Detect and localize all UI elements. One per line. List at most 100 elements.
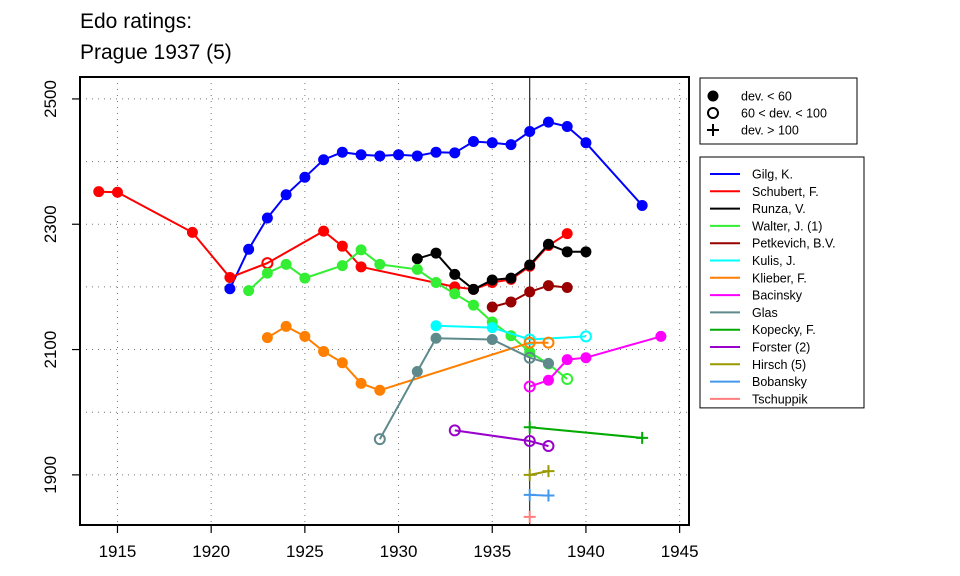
series-legend-label: Bacinsky: [752, 289, 803, 303]
x-tick-label: 1915: [99, 542, 137, 561]
data-point: [561, 282, 573, 294]
data-point: [373, 433, 386, 446]
legend-marker-plus: [707, 124, 719, 136]
y-tick-label: 2300: [41, 205, 60, 243]
x-tick-label: 1940: [567, 542, 605, 561]
data-point: [523, 421, 536, 434]
x-tick-label: 1945: [661, 542, 699, 561]
data-point: [542, 465, 555, 478]
series-bacinsky: [523, 330, 667, 393]
data-point: [374, 384, 386, 396]
data-point: [542, 280, 554, 292]
series-line: [247, 248, 568, 380]
y-tick-label: 1900: [41, 456, 60, 494]
series-glas: [373, 332, 554, 446]
data-point: [111, 186, 123, 198]
data-point: [186, 226, 198, 238]
data-point: [448, 424, 461, 437]
data-point: [524, 286, 536, 298]
series-line: [98, 190, 568, 291]
data-point: [542, 116, 554, 128]
series-kopecky-f: [523, 421, 649, 444]
legend-marker-open: [707, 107, 719, 119]
data-point: [636, 431, 649, 444]
data-point: [261, 212, 273, 224]
data-point: [523, 336, 536, 349]
marker-legend-label: dev. > 100: [741, 124, 799, 138]
series-klieber-f: [261, 320, 555, 396]
x-tick-label: 1935: [473, 542, 511, 561]
data-point: [261, 332, 273, 344]
series-legend-label: Runza, V.: [752, 202, 806, 216]
series-line: [435, 324, 586, 341]
data-point: [318, 154, 330, 166]
data-point: [523, 510, 536, 523]
data-point: [411, 263, 423, 275]
data-point: [261, 267, 273, 279]
data-point: [561, 354, 573, 366]
data-point: [374, 258, 386, 270]
series-legend-label: Kulis, J.: [752, 254, 796, 268]
data-point: [449, 268, 461, 280]
data-point: [224, 272, 236, 284]
series-walter-j-1: [243, 244, 574, 386]
series-tschuppik: [523, 510, 536, 523]
data-point: [486, 301, 498, 313]
data-point: [355, 377, 367, 389]
series-legend-box: [699, 156, 865, 409]
y-tick-label: 2500: [41, 80, 60, 118]
data-point: [655, 330, 667, 342]
data-point: [355, 261, 367, 273]
series-runza-v: [411, 238, 592, 295]
data-point: [523, 435, 536, 448]
series-line: [454, 429, 549, 448]
data-point: [355, 244, 367, 256]
data-point: [636, 199, 648, 211]
data-point: [318, 225, 330, 237]
data-point: [299, 330, 311, 342]
series-legend-label: Tschuppik: [752, 392, 808, 406]
data-point: [280, 258, 292, 270]
data-point: [561, 246, 573, 258]
data-point: [336, 146, 348, 158]
data-point: [430, 320, 442, 332]
data-point: [580, 352, 592, 364]
series-legend-label: Hirsch (5): [752, 358, 806, 372]
data-point: [336, 240, 348, 252]
data-point: [523, 380, 536, 393]
series-forster-2: [448, 424, 555, 453]
data-point: [523, 468, 536, 481]
data-point: [505, 139, 517, 151]
data-point: [523, 351, 536, 364]
data-point: [449, 288, 461, 300]
data-point: [580, 137, 592, 149]
data-point: [542, 357, 554, 369]
axis-layer: 1915 1920 1925 1930 1935 1940 1945 1900 2100 2300…: [41, 80, 699, 561]
data-point: [542, 489, 555, 502]
data-point: [486, 274, 498, 286]
data-point: [299, 171, 311, 183]
data-layer: [93, 77, 667, 525]
data-point: [299, 272, 311, 284]
data-point: [505, 296, 517, 308]
data-point: [579, 330, 592, 343]
legend-layer: dev. < 60 60 < dev. < 100 dev. > 100 Gilg, …: [699, 77, 865, 409]
data-point: [430, 277, 442, 289]
data-point: [561, 120, 573, 132]
series-line: [417, 243, 586, 291]
data-point: [411, 365, 423, 377]
data-point: [411, 253, 423, 265]
data-point: [486, 322, 498, 334]
grid-layer: [80, 77, 689, 525]
series-line: [378, 337, 549, 440]
series-gilg-k: [224, 116, 648, 295]
y-tick-label: 2100: [41, 331, 60, 369]
chart-title: Edo ratings:: [80, 10, 193, 33]
data-point: [524, 259, 536, 271]
series-petkevich-b-v: [486, 280, 573, 313]
series-legend-label: Klieber, F.: [752, 271, 807, 285]
marker-legend-label: dev. < 60: [741, 90, 792, 104]
series-hirsch-5: [523, 465, 555, 481]
data-point: [524, 126, 536, 138]
